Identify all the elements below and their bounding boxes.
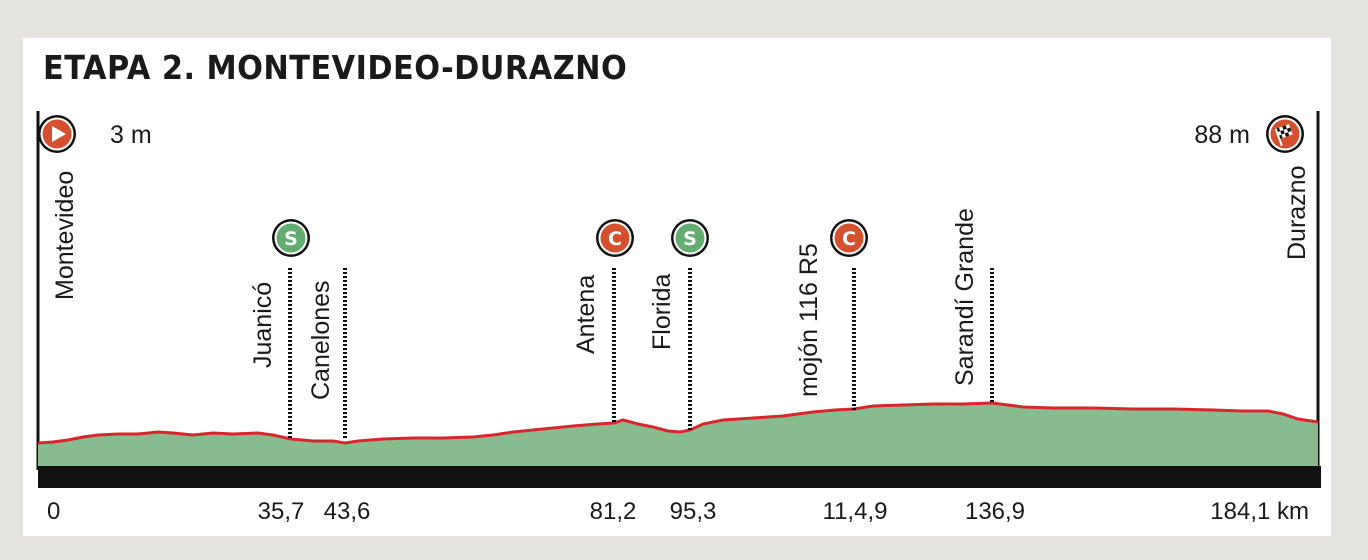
km-label-florida: 95,3 <box>670 498 717 525</box>
km-label-sarandi: 136,9 <box>965 498 1025 525</box>
start-play-icon <box>38 115 76 153</box>
waypoint-markers <box>288 268 994 440</box>
waypoint-label-mojon: mojón 116 R5 <box>795 243 823 397</box>
start-place-label: Montevideo <box>51 171 79 300</box>
waypoint-label-antena: Antena <box>572 275 600 354</box>
km-label-finish: 184,1 km <box>1210 498 1309 525</box>
climb-badge-antena: C <box>596 219 634 257</box>
km-label-mojon: 11,4,9 <box>823 498 888 525</box>
svg-text:S: S <box>284 228 298 250</box>
km-label-canelones: 43,6 <box>324 498 371 525</box>
stage-profile-card: ETAPA 2. MONTEVIDEO-DURAZNO Montevideo J… <box>23 38 1331 536</box>
finish-flag-icon <box>1266 115 1304 153</box>
svg-text:S: S <box>683 228 697 250</box>
waypoint-label-canelones: Canelones <box>307 280 335 400</box>
sprint-badge-juanico: S <box>272 219 310 257</box>
km-label-antena: 81,2 <box>590 498 637 525</box>
svg-text:C: C <box>842 228 856 250</box>
km-label-juanico: 35,7 <box>258 498 305 525</box>
climb-badge-mojon: C <box>830 219 868 257</box>
sprint-badge-florida: S <box>671 219 709 257</box>
finish-altitude: 88 m <box>1194 121 1250 149</box>
waypoint-label-sarandi: Sarandí Grande <box>951 208 979 386</box>
elevation-profile: Montevideo Juanicó Canelones Antena Flor… <box>36 111 1321 525</box>
baseline-bar <box>38 466 1321 488</box>
waypoint-label-juanico: Juanicó <box>249 282 277 368</box>
start-altitude: 3 m <box>110 121 152 149</box>
waypoint-label-florida: Florida <box>648 273 676 350</box>
elevation-line <box>37 401 1319 445</box>
svg-text:C: C <box>608 228 622 250</box>
terrain-area <box>38 403 1318 468</box>
finish-place-label: Durazno <box>1283 166 1311 261</box>
stage-title: ETAPA 2. MONTEVIDEO-DURAZNO <box>43 48 628 87</box>
km-label-start: 0 <box>47 498 60 525</box>
